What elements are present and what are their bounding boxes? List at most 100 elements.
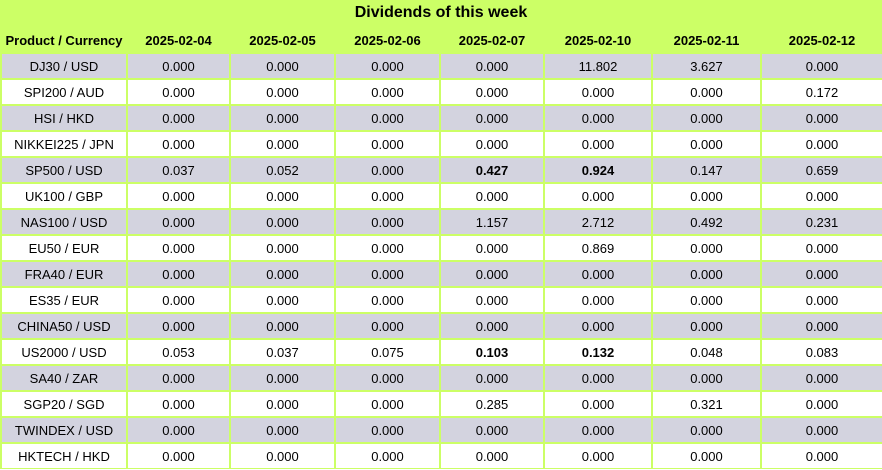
table-row: SPI200 / AUD 0.000 0.000 0.000 0.000 0.000 0.0… — [2, 80, 882, 104]
dividend-cell: 0.000 — [545, 288, 651, 312]
dividend-cell: 0.000 — [231, 210, 334, 234]
dividend-cell: 0.000 — [231, 392, 334, 416]
dividend-cell: 0.000 — [653, 288, 760, 312]
dividend-cell: 0.285 — [441, 392, 543, 416]
dividend-cell: 0.000 — [231, 236, 334, 260]
product-cell: HKTECH / HKD — [2, 444, 126, 468]
dividend-cell: 0.000 — [653, 418, 760, 442]
dividend-cell: 0.075 — [336, 340, 439, 364]
dividend-cell: 0.000 — [336, 288, 439, 312]
dividend-cell: 0.000 — [128, 184, 229, 208]
table-row: CHINA50 / USD 0.000 0.000 0.000 0.000 0.000 0.… — [2, 314, 882, 338]
dividend-cell: 0.000 — [545, 366, 651, 390]
dividend-cell: 0.000 — [231, 288, 334, 312]
table-row: SA40 / ZAR 0.000 0.000 0.000 0.000 0.000 0.000… — [2, 366, 882, 390]
dividend-cell: 0.000 — [336, 80, 439, 104]
dividend-cell: 0.000 — [336, 314, 439, 338]
header-product: Product / Currency — [2, 28, 126, 52]
dividend-cell: 0.000 — [653, 366, 760, 390]
dividend-cell: 0.000 — [762, 236, 882, 260]
dividend-cell: 0.000 — [441, 366, 543, 390]
dividend-cell: 0.048 — [653, 340, 760, 364]
dividend-cell: 0.000 — [441, 418, 543, 442]
dividend-cell: 11.802 — [545, 54, 651, 78]
dividend-cell: 0.037 — [231, 340, 334, 364]
dividend-cell: 0.000 — [336, 210, 439, 234]
header-date: 2025-02-04 — [128, 28, 229, 52]
dividend-cell: 0.000 — [336, 54, 439, 78]
dividend-cell: 0.000 — [653, 262, 760, 286]
table-body: DJ30 / USD 0.000 0.000 0.000 0.000 11.802 3.62… — [2, 54, 882, 468]
dividend-cell: 0.000 — [762, 132, 882, 156]
dividend-cell: 0.000 — [128, 132, 229, 156]
dividend-cell: 0.000 — [545, 418, 651, 442]
product-cell: SP500 / USD — [2, 158, 126, 182]
dividend-cell: 0.000 — [336, 262, 439, 286]
dividend-cell: 0.037 — [128, 158, 229, 182]
dividend-cell: 0.000 — [441, 262, 543, 286]
dividend-cell: 0.000 — [441, 184, 543, 208]
dividend-cell: 1.157 — [441, 210, 543, 234]
dividend-cell: 0.000 — [545, 314, 651, 338]
dividend-cell: 2.712 — [545, 210, 651, 234]
dividend-cell: 0.000 — [231, 106, 334, 130]
table-row: UK100 / GBP 0.000 0.000 0.000 0.000 0.000 0.00… — [2, 184, 882, 208]
dividend-cell: 0.000 — [128, 444, 229, 468]
dividend-cell: 0.083 — [762, 340, 882, 364]
dividend-cell: 0.492 — [653, 210, 760, 234]
product-cell: SPI200 / AUD — [2, 80, 126, 104]
table-row: EU50 / EUR 0.000 0.000 0.000 0.000 0.869 0.000… — [2, 236, 882, 260]
product-cell: NIKKEI225 / JPN — [2, 132, 126, 156]
dividend-cell: 0.000 — [653, 314, 760, 338]
table-row: SGP20 / SGD 0.000 0.000 0.000 0.285 0.000 0.32… — [2, 392, 882, 416]
dividend-cell: 0.000 — [231, 418, 334, 442]
product-cell: FRA40 / EUR — [2, 262, 126, 286]
dividend-cell: 0.000 — [336, 106, 439, 130]
dividend-cell: 0.000 — [545, 444, 651, 468]
dividend-cell: 0.000 — [441, 54, 543, 78]
table-row: DJ30 / USD 0.000 0.000 0.000 0.000 11.802 3.62… — [2, 54, 882, 78]
dividend-cell: 0.000 — [762, 184, 882, 208]
table-row: HKTECH / HKD 0.000 0.000 0.000 0.000 0.000 0.0… — [2, 444, 882, 468]
dividend-cell: 0.321 — [653, 392, 760, 416]
dividend-cell: 0.000 — [336, 158, 439, 182]
dividend-cell: 0.000 — [128, 54, 229, 78]
product-cell: CHINA50 / USD — [2, 314, 126, 338]
dividend-cell: 0.000 — [231, 444, 334, 468]
dividend-cell: 0.000 — [231, 366, 334, 390]
dividend-cell: 0.659 — [762, 158, 882, 182]
dividend-cell: 0.000 — [762, 418, 882, 442]
table-row: ES35 / EUR 0.000 0.000 0.000 0.000 0.000 0.000… — [2, 288, 882, 312]
dividend-cell: 0.000 — [762, 106, 882, 130]
dividend-cell: 0.000 — [762, 392, 882, 416]
table-row: US2000 / USD 0.053 0.037 0.075 0.103 0.132 0.0… — [2, 340, 882, 364]
header-date: 2025-02-06 — [336, 28, 439, 52]
dividend-cell: 0.000 — [441, 132, 543, 156]
header-date: 2025-02-07 — [441, 28, 543, 52]
dividend-cell: 0.000 — [336, 132, 439, 156]
header-date: 2025-02-11 — [653, 28, 760, 52]
dividend-cell: 0.103 — [441, 340, 543, 364]
dividend-cell: 0.000 — [441, 80, 543, 104]
product-cell: ES35 / EUR — [2, 288, 126, 312]
dividend-cell: 0.000 — [545, 132, 651, 156]
dividend-cell: 0.172 — [762, 80, 882, 104]
dividend-cell: 0.000 — [762, 54, 882, 78]
table-row: NAS100 / USD 0.000 0.000 0.000 1.157 2.712 0.4… — [2, 210, 882, 234]
table-row: SP500 / USD 0.037 0.052 0.000 0.427 0.924 0.14… — [2, 158, 882, 182]
dividend-cell: 0.000 — [762, 262, 882, 286]
product-cell: SA40 / ZAR — [2, 366, 126, 390]
dividend-cell: 0.869 — [545, 236, 651, 260]
dividend-cell: 0.000 — [653, 444, 760, 468]
dividend-cell: 0.000 — [441, 444, 543, 468]
dividend-cell: 0.000 — [336, 366, 439, 390]
table-row: TWINDEX / USD 0.000 0.000 0.000 0.000 0.000 0.… — [2, 418, 882, 442]
dividend-cell: 0.000 — [128, 418, 229, 442]
product-cell: DJ30 / USD — [2, 54, 126, 78]
dividend-cell: 0.147 — [653, 158, 760, 182]
dividend-cell: 0.000 — [231, 80, 334, 104]
dividend-cell: 0.000 — [336, 236, 439, 260]
dividend-cell: 0.000 — [128, 314, 229, 338]
dividend-cell: 0.427 — [441, 158, 543, 182]
dividend-cell: 0.000 — [128, 106, 229, 130]
